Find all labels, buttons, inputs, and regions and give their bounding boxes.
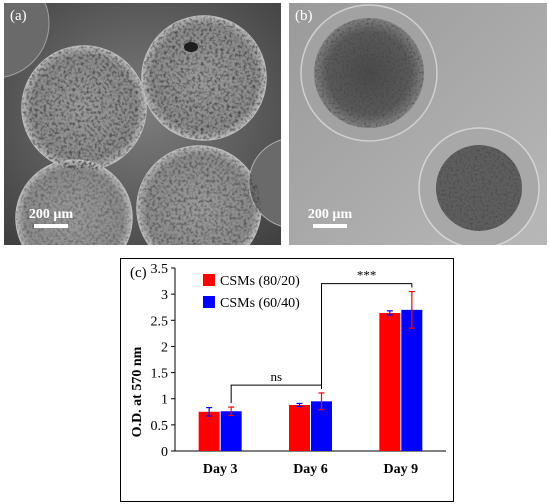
bar-csm-60-40-day-9	[401, 309, 423, 451]
panel-a-label: (a)	[10, 8, 27, 24]
x-tick-label: Day 9	[384, 462, 419, 477]
y-tick-label: 3	[161, 288, 168, 303]
y-tick-label: 0	[161, 445, 168, 460]
scale-bar-b-label: 200 µm	[307, 207, 353, 222]
bars	[198, 309, 423, 451]
y-tick-label: 2.5	[151, 314, 169, 329]
significance-bracket: ***	[321, 268, 413, 389]
y-tick-label: 1	[161, 393, 168, 408]
scale-bar-b-line	[313, 224, 347, 228]
y-ticks: 0 0.5 1 1.5 2 2.5 3 3.5	[151, 262, 175, 460]
legend-label: CSMs (60/40)	[220, 296, 300, 311]
y-tick-label: 3.5	[151, 262, 169, 277]
legend-swatch	[203, 296, 215, 308]
legend-label: CSMs (80/20)	[220, 274, 300, 289]
legend-swatch	[203, 274, 215, 286]
micrograph-a-image	[4, 3, 281, 245]
y-tick-label: 2	[161, 340, 168, 355]
od-bar-chart: (c) O.D. at 570 nm 0 0.5 1 1.5 2 2.5 3 3.5 Day …	[120, 258, 454, 502]
bar-csm-80-20-day-9	[379, 312, 401, 451]
bar-csm-60-40-day-3	[220, 411, 242, 451]
bar-csm-80-20-day-3	[198, 411, 220, 451]
scale-bar-a: 200 µm	[26, 207, 76, 228]
significance-label: ***	[357, 268, 377, 283]
scale-bar-a-label: 200 µm	[28, 207, 74, 222]
x-tick-label: Day 6	[293, 462, 328, 477]
y-axis-label: O.D. at 570 nm	[130, 346, 145, 437]
significance-label: ns	[271, 369, 283, 384]
y-tick-label: 0.5	[151, 419, 169, 434]
y-tick-label: 1.5	[151, 367, 169, 382]
x-ticks: Day 3 Day 6 Day 9	[203, 462, 418, 477]
micrograph-panel-b: (b) 200 µm	[289, 3, 547, 245]
micrograph-b-image	[289, 3, 547, 245]
scale-bar-a-line	[34, 224, 68, 228]
micrograph-panel-a: (a) 200 µm	[4, 3, 281, 245]
bracket-line	[321, 283, 413, 389]
panel-b-label: (b)	[295, 8, 313, 24]
chart-panel-label: (c)	[130, 265, 147, 281]
legend: CSMs (80/20) CSMs (60/40)	[203, 274, 300, 311]
scale-bar-b: 200 µm	[305, 207, 355, 228]
significance-annotations: ns ***	[230, 268, 413, 404]
bar-csm-60-40-day-6	[311, 401, 332, 451]
error-bars	[206, 290, 415, 417]
bar-csm-80-20-day-6	[289, 404, 310, 451]
x-tick-label: Day 3	[203, 462, 238, 477]
